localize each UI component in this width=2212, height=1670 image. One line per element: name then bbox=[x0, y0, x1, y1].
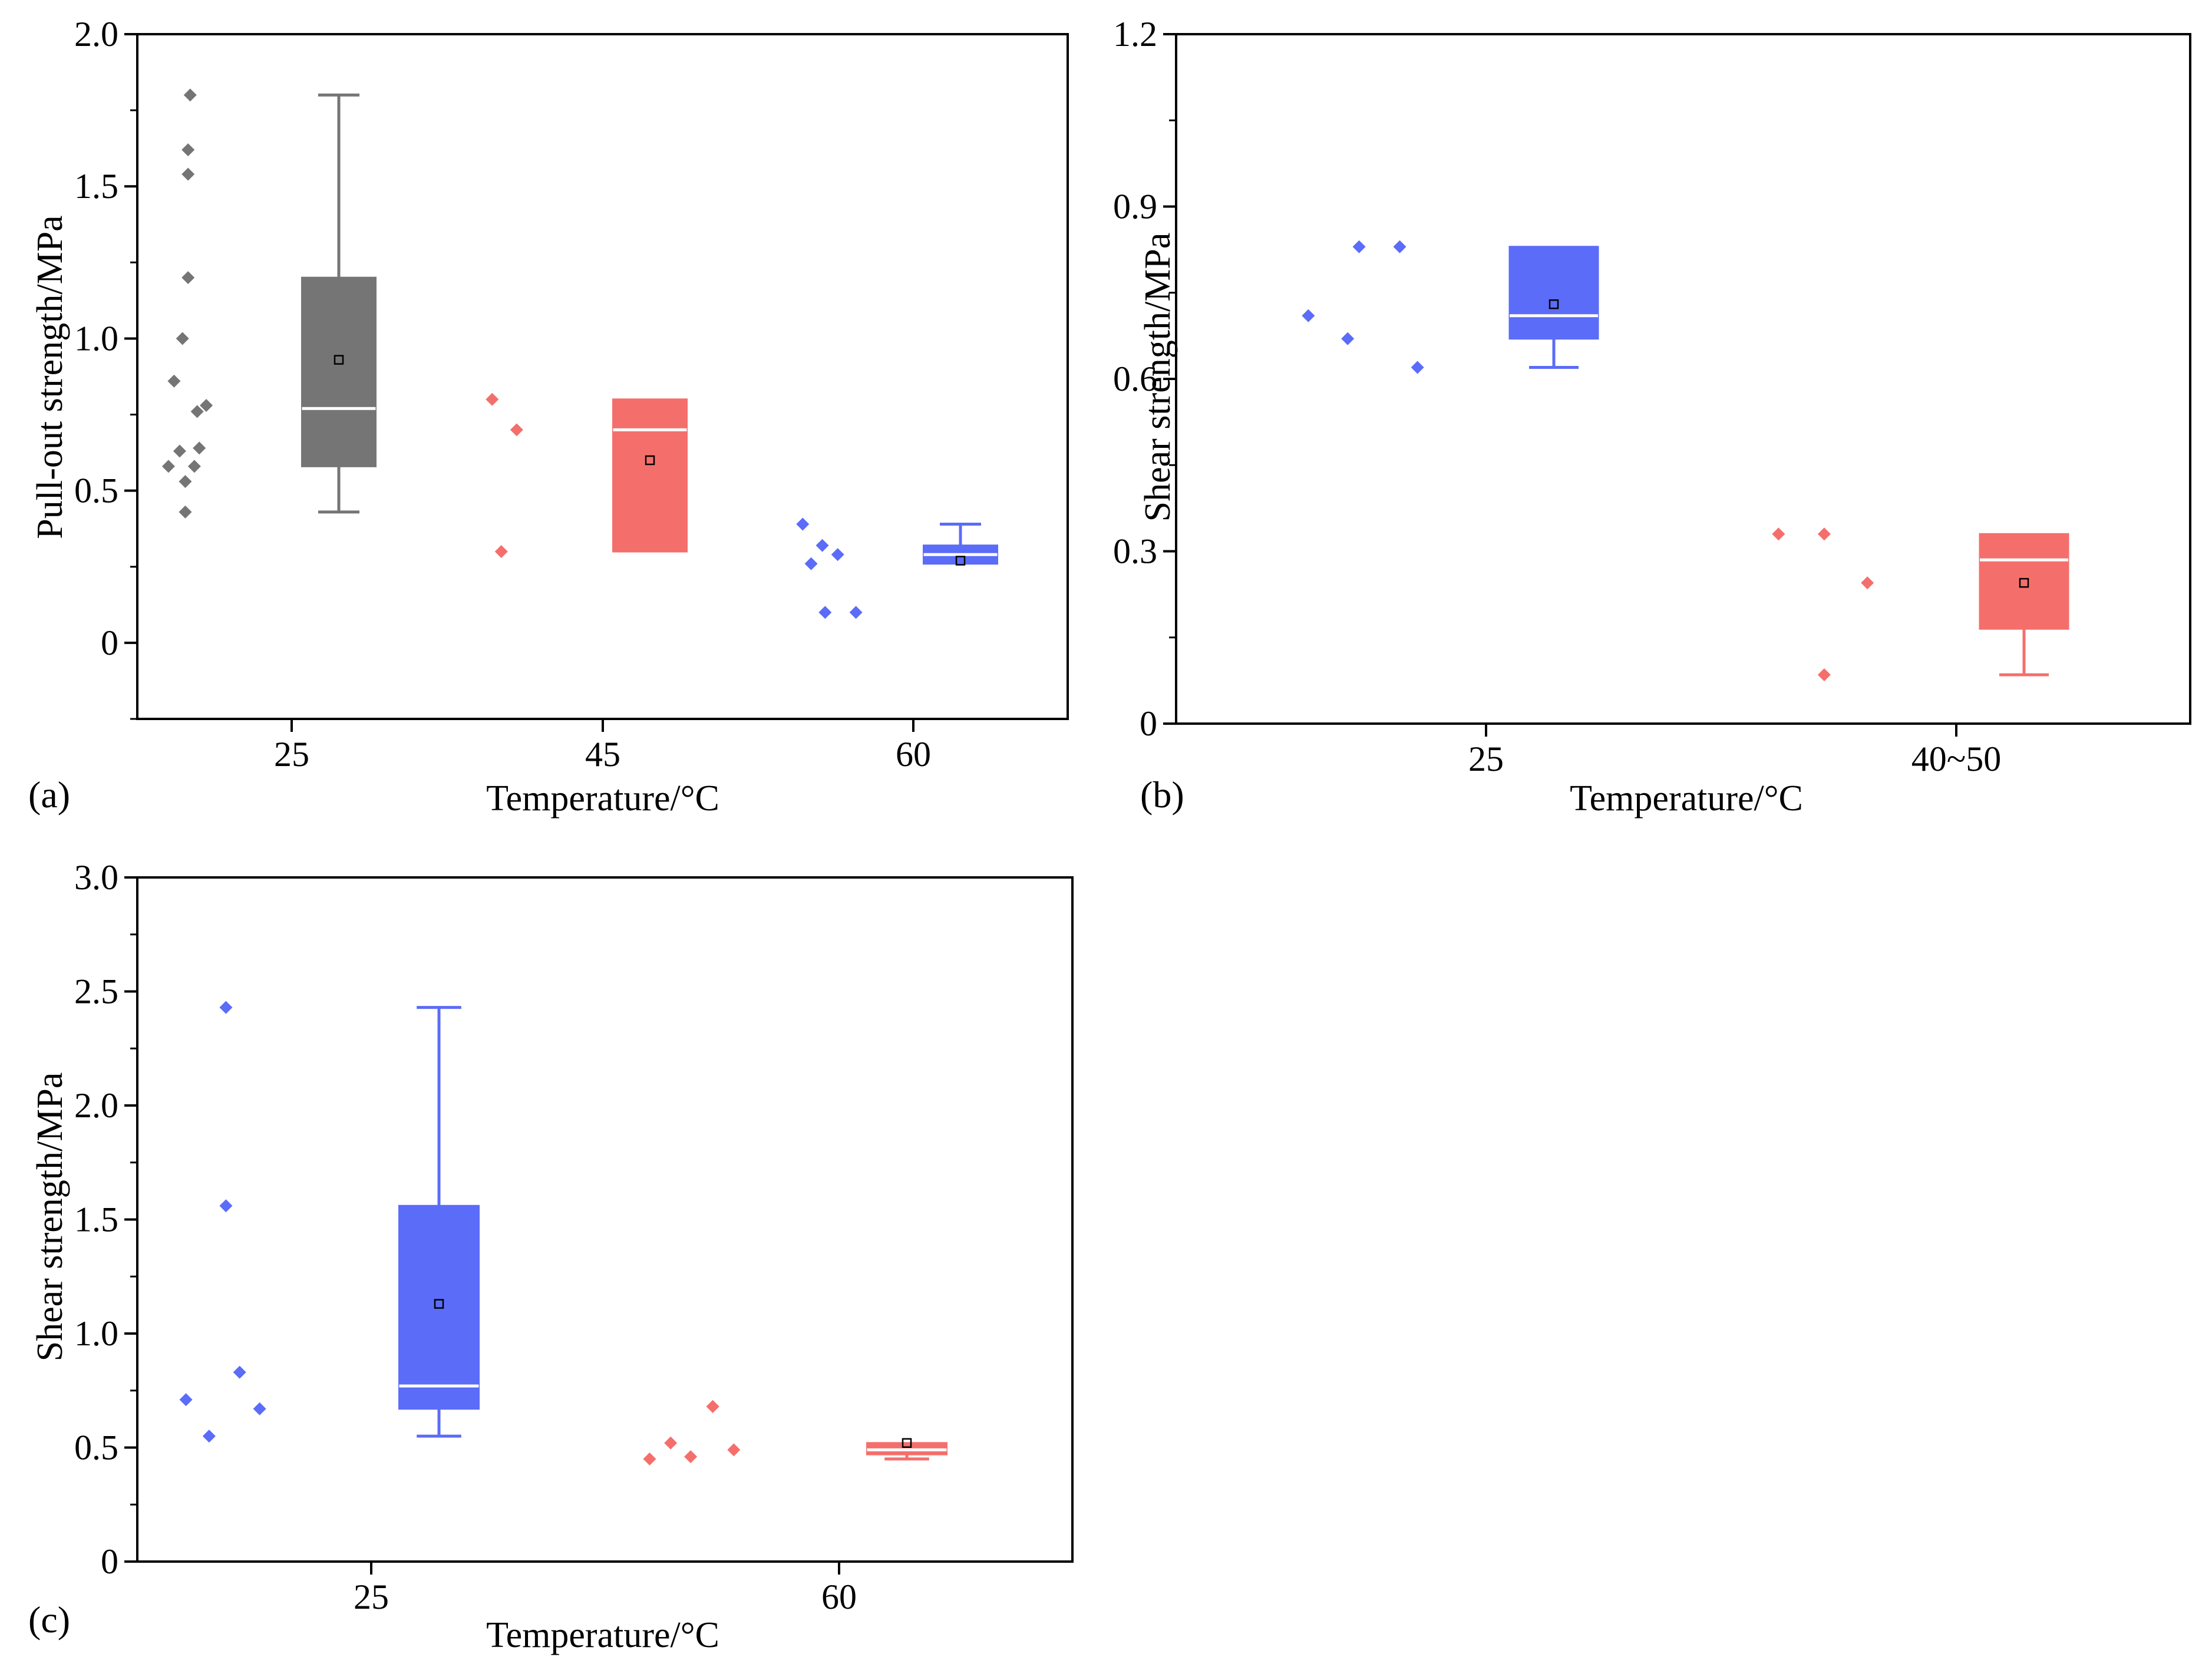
mean-marker bbox=[334, 355, 344, 365]
data-point bbox=[202, 1430, 216, 1443]
x-tick-label: 60 bbox=[821, 1577, 857, 1616]
panel-a-label: (a) bbox=[28, 774, 70, 816]
data-point bbox=[510, 423, 523, 437]
y-tick-label: 2.0 bbox=[74, 15, 118, 54]
y-tick-label: 1.5 bbox=[74, 167, 118, 206]
y-tick-label: 1.0 bbox=[74, 1314, 118, 1353]
y-tick-label: 1.5 bbox=[74, 1200, 118, 1239]
y-tick-label: 0 bbox=[101, 623, 118, 662]
data-point bbox=[181, 143, 195, 157]
data-point bbox=[727, 1443, 741, 1457]
y-tick-label: 0.9 bbox=[1113, 187, 1157, 226]
x-tick-label: 25 bbox=[1468, 740, 1504, 778]
box bbox=[1979, 533, 2069, 630]
panel-c-ylabel: Shear strength/MPa bbox=[30, 1072, 70, 1362]
mean-marker bbox=[955, 556, 966, 566]
panel-c-label: (c) bbox=[28, 1599, 70, 1641]
data-point bbox=[161, 460, 175, 473]
mean-marker bbox=[902, 1438, 912, 1448]
data-point bbox=[179, 1393, 193, 1407]
y-tick-label: 0 bbox=[1140, 704, 1157, 743]
panel-b-chart: 0 0.3 0.6 0.9 1.2 25 40~50 bbox=[1113, 15, 2191, 778]
data-point bbox=[187, 460, 201, 473]
x-tick-label: 25 bbox=[274, 735, 309, 774]
panel-b-xlabel: Temperature/°C bbox=[1570, 778, 1803, 819]
mean-marker bbox=[434, 1299, 444, 1309]
panel-a-ylabel: Pull-out strength/MPa bbox=[30, 215, 70, 539]
y-tick-label: 2.0 bbox=[74, 1086, 118, 1125]
data-point bbox=[1302, 309, 1315, 322]
mean-marker bbox=[1549, 299, 1559, 309]
data-point bbox=[494, 544, 508, 558]
data-point bbox=[818, 606, 832, 619]
data-point bbox=[664, 1436, 678, 1450]
panel-b-label: (b) bbox=[1140, 774, 1184, 816]
y-tick-label: 3.0 bbox=[74, 858, 118, 897]
y-tick-label: 1.2 bbox=[1113, 15, 1157, 54]
data-point bbox=[200, 399, 213, 412]
x-tick-label: 45 bbox=[585, 735, 620, 774]
box bbox=[1508, 246, 1599, 340]
data-point bbox=[219, 1001, 233, 1014]
x-tick-label: 25 bbox=[354, 1577, 389, 1616]
x-tick-label: 40~50 bbox=[1911, 740, 2001, 778]
y-tick-label: 0.5 bbox=[74, 471, 118, 510]
data-point bbox=[233, 1365, 246, 1379]
data-point bbox=[173, 444, 186, 458]
mean-marker bbox=[645, 455, 655, 466]
data-point bbox=[804, 557, 818, 570]
data-point bbox=[1861, 576, 1874, 590]
panel-c-chart: 0 0.5 1.0 1.5 2.0 2.5 3.0 25 60 bbox=[74, 858, 1074, 1616]
x-tick-label: 60 bbox=[896, 735, 931, 774]
y-tick-label: 2.5 bbox=[74, 972, 118, 1011]
data-point bbox=[796, 517, 810, 531]
data-point bbox=[179, 505, 192, 519]
panel-c-xlabel: Temperature/°C bbox=[486, 1615, 719, 1655]
y-tick-label: 0.6 bbox=[1113, 359, 1157, 398]
mean-marker bbox=[2019, 577, 2029, 588]
panel-b-ylabel: Shear strength/MPa bbox=[1138, 233, 1178, 522]
box bbox=[301, 276, 377, 467]
data-point bbox=[1393, 240, 1407, 253]
data-point bbox=[176, 332, 189, 345]
data-point bbox=[190, 405, 204, 418]
plot-frame bbox=[136, 876, 1074, 1563]
panel-a-xlabel: Temperature/°C bbox=[486, 778, 719, 819]
data-point bbox=[181, 271, 195, 285]
data-point bbox=[1341, 332, 1355, 345]
data-point bbox=[179, 475, 192, 489]
data-point bbox=[167, 374, 181, 388]
data-point bbox=[831, 548, 844, 562]
data-point bbox=[816, 539, 829, 552]
data-point bbox=[1411, 361, 1424, 374]
y-tick-label: 0.3 bbox=[1113, 532, 1157, 571]
data-point bbox=[486, 392, 499, 406]
data-point bbox=[253, 1402, 266, 1415]
y-tick-label: 0 bbox=[101, 1542, 118, 1581]
data-point bbox=[219, 1199, 233, 1213]
data-point bbox=[1817, 527, 1831, 541]
data-point bbox=[181, 167, 195, 181]
data-point bbox=[684, 1450, 698, 1463]
data-point bbox=[1772, 527, 1785, 541]
data-point bbox=[1817, 668, 1831, 682]
box bbox=[612, 398, 688, 553]
data-point bbox=[643, 1452, 656, 1466]
panel-a-chart: 0 0.5 1.0 1.5 2.0 25 45 60 bbox=[74, 15, 1069, 774]
data-point bbox=[193, 441, 206, 455]
data-point bbox=[706, 1400, 719, 1413]
y-tick-label: 0.5 bbox=[74, 1428, 118, 1467]
y-tick-label: 1.0 bbox=[74, 319, 118, 358]
plot-frame bbox=[136, 33, 1069, 720]
data-point bbox=[849, 606, 863, 619]
data-point bbox=[1352, 240, 1366, 253]
data-point bbox=[183, 88, 197, 102]
